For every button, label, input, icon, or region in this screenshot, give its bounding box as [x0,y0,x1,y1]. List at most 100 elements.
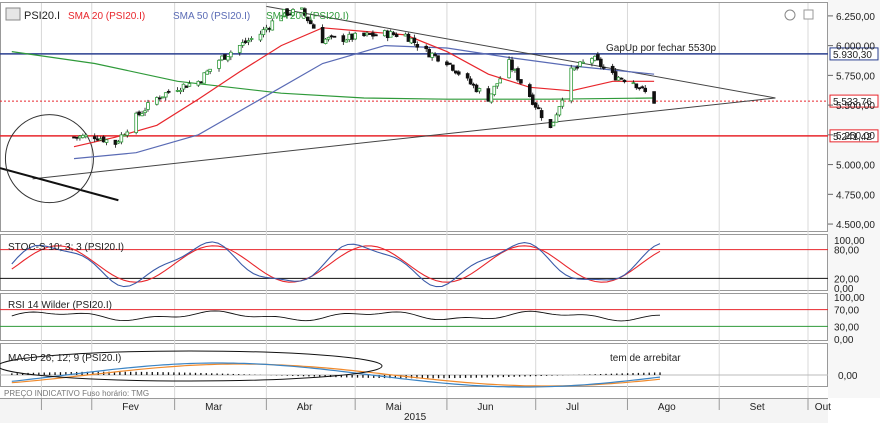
candle-body [92,136,97,140]
candle-body [181,83,186,90]
candle-body [622,79,627,83]
candle-body [261,29,266,36]
level-tag [829,94,879,108]
main-panel-frame [0,2,828,232]
candle-body [140,113,144,117]
candle-body [643,87,648,92]
gapup-annotation: GapUp por fechar 5530p [606,43,717,54]
candle-body [471,83,476,86]
candle-body [137,111,141,116]
month-label: Ago [658,402,676,413]
source-note: PREÇO INDICATIVO Fuso horário: TMG [4,389,149,398]
candle-body [433,54,437,56]
macd-line [11,362,661,388]
candle-body [640,86,645,89]
candle-body [122,134,127,137]
candle-body [394,34,399,37]
candle-body [217,59,221,69]
candle-body [72,136,76,139]
candle-body [101,136,106,143]
candle-body [637,87,642,90]
clock-icon[interactable] [784,9,796,21]
level-tag-label: 5.930,30 [833,50,872,61]
candle-body [243,40,248,43]
highlight-circle [4,114,94,204]
macd-panel-frame [0,343,828,387]
candle-body [362,32,366,37]
candle-body [599,58,603,67]
candle-body [498,78,502,84]
stoch-panel-frame [0,234,828,291]
candle-body [575,66,579,69]
candle-body [412,37,417,44]
symbol-icon[interactable] [5,7,21,21]
macd-panel [0,350,828,388]
candle-body [453,70,458,74]
candle-body [270,20,275,31]
candle-body [323,38,328,44]
candle-body [178,89,183,93]
candle-body [652,91,656,104]
candle-body [530,94,535,105]
candle-body [578,61,582,67]
candle-body [456,71,461,75]
month-label: Abr [297,402,313,413]
price-tick-label: 4.500,00 [836,220,875,231]
macd-title: MACD 26; 12; 9 (PSI20.I) [8,353,121,364]
candle-body [382,30,387,37]
stoch-d-line [11,245,661,283]
price-tick-label: 6.250,00 [836,12,875,23]
candle-body [371,32,375,37]
candle-body [551,122,556,127]
osc-tick-label: 100,00 [834,293,865,304]
candle-body [246,40,251,43]
candle-body [554,114,559,123]
rsi-panel-frame [0,293,828,341]
sma50-line [73,44,655,160]
candle-body [477,88,482,92]
candle-body [388,31,393,38]
candle-body [536,107,541,110]
candle-body [285,8,289,16]
candle-body [391,32,396,35]
candle-body [166,90,171,93]
candle-body [409,38,414,44]
candle-body [557,106,562,116]
osc-tick-label: 70,00 [834,306,859,317]
stoch-k-line [11,241,661,288]
macd-zero-tick: 0,00 [838,371,858,382]
candle-body [98,138,103,141]
panel-settings-icon[interactable] [803,9,814,20]
osc-tick-label: 0,00 [834,284,854,295]
price-tick-label: 4.750,00 [836,190,875,201]
candle-body [427,48,431,58]
candle-body [368,33,372,35]
osc-tick-label: 30,00 [834,322,859,333]
candle-body [634,83,639,89]
price-tick-label: 6.000,00 [836,42,875,53]
candle-body [311,24,316,29]
candle-body [81,135,85,139]
month-label: Jun [477,402,493,413]
price-tick-label: 5.750,00 [836,71,875,82]
candle-body [220,55,224,61]
level-tag-label: 5.533,76 [833,97,872,108]
candle-body [572,67,576,71]
candle-body [513,69,517,71]
candle-body [223,54,227,60]
symbol-label: PSI20.I [24,10,60,22]
candle-body [104,139,109,143]
candle-body [489,93,494,103]
candle-body [527,84,532,97]
candle-body [344,39,349,43]
macd-annotation: tem de arrebitar [610,353,681,364]
month-label: Out [815,402,831,413]
candle-body [365,32,369,36]
rsi-panel [0,309,828,327]
candle-body [113,139,118,145]
legend-sma200: SMA 200 (PSI20.I) [266,11,349,22]
candle-body [303,8,307,16]
